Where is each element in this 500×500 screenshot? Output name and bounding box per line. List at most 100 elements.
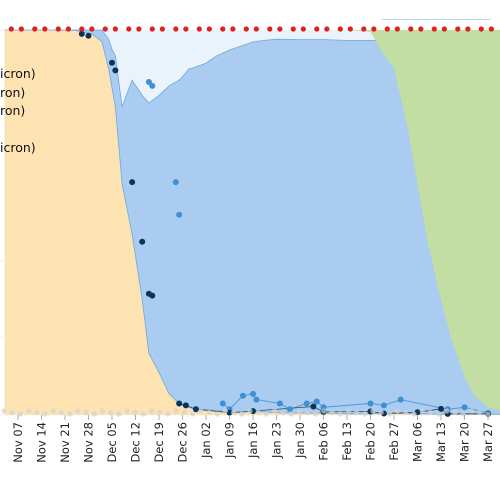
- x-tick-label: Mar 06: [411, 422, 425, 462]
- x-tick-label: Jan 30: [293, 422, 307, 459]
- data-point-faint: [75, 408, 81, 414]
- top-marker: [89, 26, 95, 32]
- top-marker: [32, 26, 38, 32]
- data-point-faint: [206, 409, 212, 416]
- x-tick-label: Dec 26: [176, 422, 190, 463]
- data-point-faint: [288, 411, 294, 417]
- top-marker: [149, 26, 155, 32]
- data-point-light: [461, 404, 468, 411]
- data-point-faint: [263, 411, 269, 417]
- top-marker: [465, 26, 471, 32]
- top-marker: [384, 26, 390, 32]
- data-point-light: [286, 406, 293, 413]
- data-point-faint: [280, 409, 286, 416]
- data-point-faint: [214, 411, 220, 417]
- top-marker: [173, 26, 179, 32]
- top-marker: [347, 26, 353, 32]
- data-point-light: [176, 211, 183, 218]
- data-point-faint: [239, 411, 245, 417]
- legend-entry[interactable]: ron): [0, 84, 26, 100]
- x-tick-label: Nov 28: [82, 422, 96, 463]
- top-marker: [394, 26, 400, 32]
- data-point-faint: [67, 411, 73, 417]
- top-marker: [361, 26, 367, 32]
- data-point-light: [149, 82, 156, 89]
- data-point-light: [380, 402, 387, 409]
- data-point-faint: [108, 409, 114, 416]
- legend-entry[interactable]: [0, 47, 36, 66]
- top-marker: [159, 26, 165, 32]
- data-point-faint: [403, 409, 409, 416]
- x-tick-label: Feb 13: [340, 422, 354, 461]
- data-point-faint: [50, 408, 56, 414]
- data-point-faint: [140, 411, 146, 417]
- top-marker: [196, 26, 202, 32]
- top-marker: [277, 26, 283, 32]
- data-point-faint: [34, 409, 40, 416]
- top-marker: [324, 26, 330, 32]
- data-point-faint: [444, 408, 450, 414]
- data-point-faint: [1, 408, 7, 414]
- data-point-dark: [112, 67, 119, 74]
- x-tick-label: Jan 02: [199, 422, 213, 459]
- data-point-faint: [272, 408, 278, 414]
- top-marker: [79, 26, 85, 32]
- data-point-dark: [176, 400, 183, 407]
- data-point-faint: [427, 409, 433, 416]
- data-point-faint: [165, 411, 171, 417]
- data-point-faint: [83, 409, 89, 416]
- omicron-ba1-area: [4, 29, 500, 415]
- data-point-light: [303, 400, 310, 407]
- data-point-faint: [157, 409, 163, 416]
- top-marker: [183, 26, 189, 32]
- legend-entry[interactable]: icron): [0, 66, 36, 81]
- data-point-light: [313, 398, 320, 405]
- x-axis: Nov 07 Nov 14 Nov 21 Nov 28 Dec 05 Dec 12 Dec …: [11, 415, 495, 463]
- top-marker: [441, 26, 447, 32]
- x-tick-label: Dec 12: [129, 422, 143, 463]
- top-marker: [371, 26, 377, 32]
- data-point-dark: [109, 59, 115, 66]
- data-point-faint: [337, 411, 343, 417]
- x-tick-label: Jan 23: [270, 422, 284, 459]
- data-point-dark: [310, 403, 317, 410]
- data-point-faint: [255, 409, 261, 416]
- data-point-faint: [190, 411, 196, 417]
- data-point-faint: [91, 411, 97, 417]
- x-tick-label: Mar 20: [458, 422, 472, 462]
- top-marker: [65, 26, 71, 32]
- x-tick-label: Nov 21: [58, 422, 72, 463]
- legend-entry[interactable]: [0, 28, 36, 47]
- top-marker: [112, 26, 118, 32]
- data-point-faint: [26, 408, 32, 414]
- data-point-dark: [129, 179, 136, 186]
- top-marker: [102, 26, 108, 32]
- data-point-faint: [386, 411, 392, 417]
- data-point-dark: [438, 405, 444, 412]
- legend-entry[interactable]: ron): [0, 103, 26, 118]
- data-point-light: [253, 396, 260, 403]
- legend-entry[interactable]: icron): [0, 140, 36, 155]
- data-point-dark: [149, 292, 156, 299]
- top-marker: [42, 26, 48, 32]
- data-point-faint: [452, 409, 458, 416]
- top-marker: [220, 26, 226, 32]
- data-point-faint: [468, 408, 474, 414]
- legend-entry[interactable]: [0, 121, 36, 140]
- data-point-faint: [247, 408, 253, 414]
- top-marker: [267, 26, 273, 32]
- data-point-dark: [226, 409, 233, 416]
- top-marker: [18, 26, 24, 32]
- data-point-faint: [58, 409, 64, 416]
- data-point-faint: [313, 411, 319, 417]
- data-point-faint: [198, 408, 204, 414]
- data-point-faint: [477, 409, 483, 416]
- data-point-faint: [304, 409, 310, 416]
- data-point-dark: [182, 402, 189, 409]
- top-marker: [230, 26, 236, 32]
- data-point-faint: [395, 408, 401, 414]
- data-point-faint: [9, 409, 15, 416]
- x-tick-label: Mar 13: [434, 422, 448, 462]
- data-point-faint: [485, 411, 491, 417]
